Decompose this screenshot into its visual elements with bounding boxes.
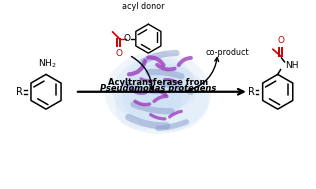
Ellipse shape [105, 52, 211, 134]
Text: R: R [248, 87, 255, 97]
Text: NH: NH [285, 61, 299, 70]
Ellipse shape [115, 75, 181, 130]
Text: O: O [116, 49, 123, 58]
Text: co-product: co-product [206, 48, 249, 57]
Text: Acyltransferase from: Acyltransferase from [108, 78, 208, 87]
Ellipse shape [127, 58, 198, 108]
Ellipse shape [113, 56, 194, 120]
Ellipse shape [123, 64, 209, 132]
Text: Pseudomonas protegens: Pseudomonas protegens [100, 84, 216, 93]
Text: R: R [16, 87, 23, 97]
Text: acyl donor: acyl donor [122, 2, 165, 11]
Text: NH$_2$: NH$_2$ [38, 57, 56, 70]
Text: O: O [277, 36, 284, 45]
Text: O: O [123, 34, 130, 43]
